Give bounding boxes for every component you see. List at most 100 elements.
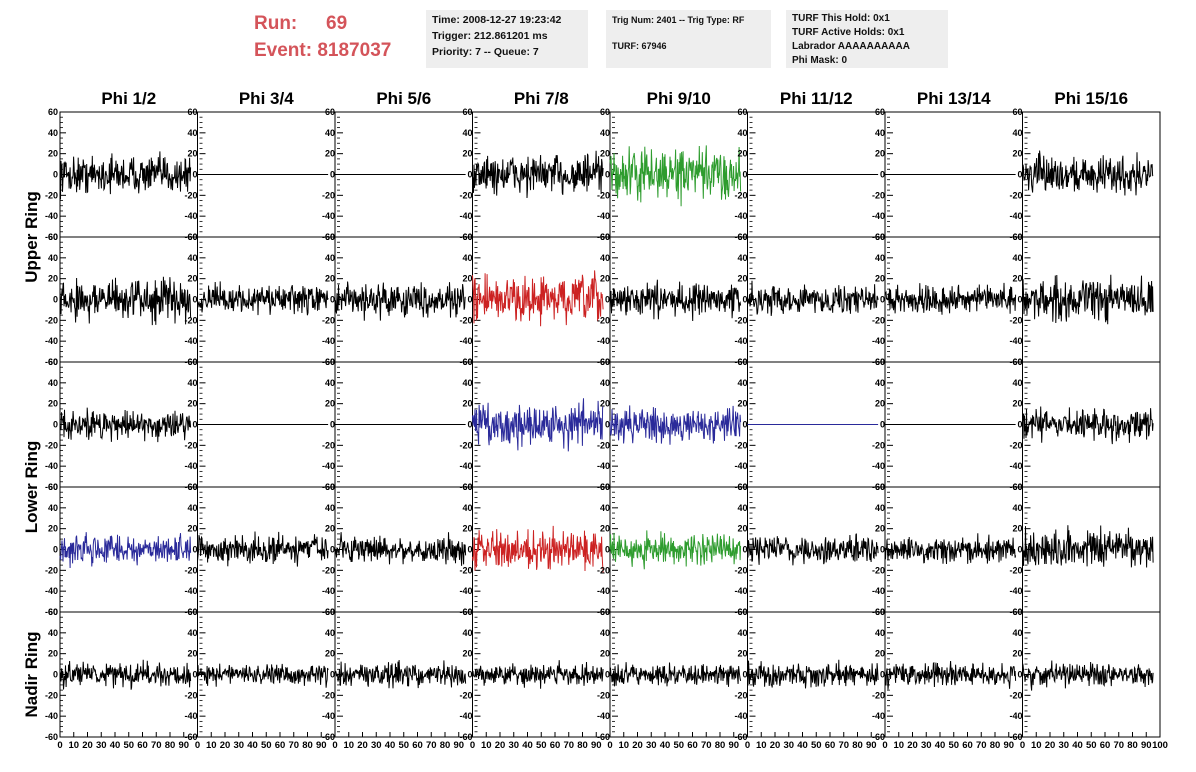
x-tick-label: 60	[137, 740, 148, 751]
y-tick-label: 20	[875, 399, 885, 409]
x-tick-label: 70	[1113, 740, 1124, 751]
y-tick-label: 0	[880, 670, 885, 680]
waveform-line	[609, 145, 742, 207]
y-tick-label: 20	[462, 399, 472, 409]
x-tick-label: 30	[921, 740, 932, 751]
x-tick-label: 60	[550, 740, 561, 751]
y-tick-label: -60	[45, 232, 58, 242]
waveform-line	[472, 398, 604, 452]
y-tick-label: -20	[459, 440, 472, 450]
y-tick-label: -20	[322, 315, 335, 325]
y-tick-label: 40	[462, 128, 472, 138]
y-tick-label: 20	[600, 149, 610, 159]
x-tick-label: 90	[728, 740, 739, 751]
y-tick-label: -20	[45, 190, 58, 200]
y-tick-label: 40	[48, 503, 58, 513]
x-tick-label: 70	[563, 740, 574, 751]
run-event-box: Run: 69 Event: 8187037	[254, 10, 391, 64]
y-tick-label: 20	[48, 399, 58, 409]
x-tick-label: 40	[247, 740, 258, 751]
x-tick-label: 40	[935, 740, 946, 751]
waveform-line	[609, 662, 742, 687]
y-tick-label: -20	[184, 440, 197, 450]
waveform-line	[334, 532, 467, 566]
y-tick-label: 0	[192, 170, 197, 180]
y-tick-label: -40	[322, 461, 335, 471]
y-tick-label: 20	[48, 649, 58, 659]
y-tick-label: -20	[45, 690, 58, 700]
y-tick-label: 0	[467, 170, 472, 180]
x-tick-label: 80	[852, 740, 863, 751]
y-tick-label: 20	[1012, 274, 1022, 284]
y-tick-label: -20	[322, 440, 335, 450]
y-tick-label: -20	[45, 565, 58, 575]
y-tick-label: -40	[1009, 711, 1022, 721]
x-tick-label: 10	[481, 740, 492, 751]
x-tick-label: 90	[1003, 740, 1014, 751]
y-tick-label: 20	[325, 399, 335, 409]
y-tick-label: -20	[872, 190, 885, 200]
x-tick-label: 40	[110, 740, 121, 751]
x-tick-label: 50	[536, 740, 547, 751]
y-tick-label: -40	[734, 461, 747, 471]
x-tick-label: 90	[866, 740, 877, 751]
event-value: 8187037	[317, 40, 392, 61]
y-tick-label: 20	[462, 524, 472, 534]
x-tick-label: 0	[470, 740, 475, 751]
y-tick-label: 0	[192, 420, 197, 430]
waveform-line	[472, 150, 604, 199]
y-tick-label: -60	[45, 357, 58, 367]
y-tick-label: 0	[1017, 545, 1022, 555]
y-tick-label: -40	[184, 336, 197, 346]
y-tick-label: 20	[187, 524, 197, 534]
x-tick-label: 10	[1031, 740, 1042, 751]
y-tick-label: 60	[737, 357, 747, 367]
y-tick-label: -40	[734, 336, 747, 346]
y-tick-label: -40	[597, 461, 610, 471]
y-tick-label: -20	[597, 690, 610, 700]
x-tick-label: 50	[261, 740, 272, 751]
y-tick-label: 40	[600, 253, 610, 263]
y-tick-label: 20	[325, 524, 335, 534]
x-tick-label: 30	[508, 740, 519, 751]
y-tick-label: -20	[734, 190, 747, 200]
x-tick-label: 80	[1127, 740, 1138, 751]
y-tick-label: 60	[325, 107, 335, 117]
y-tick-label: 40	[187, 128, 197, 138]
y-tick-label: 20	[48, 274, 58, 284]
y-tick-label: -20	[1009, 190, 1022, 200]
event-label: Event:	[254, 40, 313, 61]
y-tick-label: -40	[1009, 461, 1022, 471]
waveform-line	[747, 533, 879, 566]
y-tick-label: 20	[737, 149, 747, 159]
y-tick-label: 60	[737, 232, 747, 242]
y-tick-label: 40	[48, 378, 58, 388]
y-tick-label: 20	[600, 649, 610, 659]
y-tick-label: -20	[734, 565, 747, 575]
y-tick-label: 0	[880, 170, 885, 180]
y-tick-label: 60	[48, 482, 58, 492]
x-tick-label: 0	[745, 740, 750, 751]
trig-num-text: Trig Num: 2401 -- Trig Type: RF	[612, 15, 745, 25]
y-tick-label: 60	[1012, 357, 1022, 367]
y-tick-label: 60	[600, 357, 610, 367]
y-tick-label: -40	[45, 461, 58, 471]
y-tick-label: -40	[184, 461, 197, 471]
x-tick-label: 90	[316, 740, 327, 751]
y-tick-label: 0	[53, 420, 58, 430]
y-tick-label: -20	[45, 315, 58, 325]
trigger-text: Trigger: 212.861201 ms	[432, 30, 548, 42]
y-tick-label: -40	[734, 211, 747, 221]
y-tick-label: 0	[467, 670, 472, 680]
y-tick-label: -20	[45, 440, 58, 450]
x-tick-label: 50	[811, 740, 822, 751]
column-title: Phi 13/14	[917, 89, 991, 108]
y-tick-label: 60	[875, 232, 885, 242]
y-tick-label: 60	[1012, 607, 1022, 617]
y-tick-label: 60	[325, 607, 335, 617]
run-label: Run:	[254, 13, 298, 34]
x-tick-label: 10	[68, 740, 79, 751]
y-tick-label: 40	[187, 253, 197, 263]
turf-this-hold-text: TURF This Hold: 0x1	[792, 13, 890, 24]
